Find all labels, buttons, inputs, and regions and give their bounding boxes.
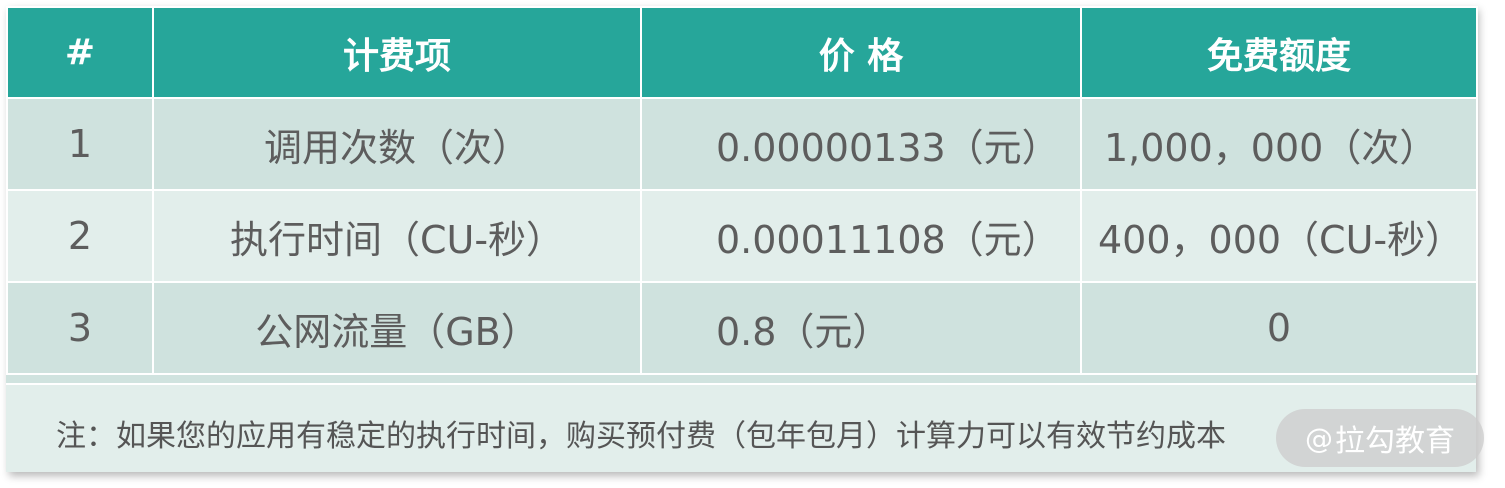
- free-quota-cell: 400，000（CU-秒）: [1080, 189, 1478, 283]
- table-row: 2 执行时间（CU-秒） 0.00011108（元） 400，000（CU-秒）: [6, 189, 1478, 283]
- header-price: 价 格: [640, 6, 1082, 99]
- watermark-text: 拉勾教育: [1335, 424, 1455, 459]
- row-number: 1: [6, 97, 154, 191]
- billing-item-cell: 执行时间（CU-秒）: [152, 189, 642, 283]
- billing-item-cell: 调用次数（次）: [152, 97, 642, 191]
- footnote-row: 注：如果您的应用有稳定的执行时间，购买预付费（包年包月）计算力可以有效节约成本: [6, 383, 1476, 472]
- billing-item-cell: 公网流量（GB）: [152, 281, 642, 375]
- price-cell: 0.8（元）: [640, 281, 1082, 375]
- header-billing-item: 计费项: [152, 6, 642, 99]
- row-number: 2: [6, 189, 154, 283]
- free-quota-cell: 0: [1080, 281, 1478, 375]
- free-quota-cell: 1,000，000（次）: [1080, 97, 1478, 191]
- table-row: 3 公网流量（GB） 0.8（元） 0: [6, 281, 1478, 375]
- header-free-quota: 免费额度: [1080, 6, 1478, 99]
- pricing-card: # 计费项 价 格 免费额度 1 调用次数（次） 0.00000133（元） 1…: [6, 6, 1478, 472]
- price-cell: 0.00011108（元）: [640, 189, 1082, 283]
- row-number: 3: [6, 281, 154, 375]
- watermark-badge: @ 拉勾教育: [1276, 409, 1484, 467]
- at-icon: @: [1305, 421, 1333, 455]
- price-cell: 0.00000133（元）: [640, 97, 1082, 191]
- header-number: #: [6, 6, 154, 99]
- table-header-row: # 计费项 价 格 免费额度: [6, 6, 1478, 99]
- pricing-table: # 计费项 价 格 免费额度 1 调用次数（次） 0.00000133（元） 1…: [6, 6, 1478, 375]
- footnote-text: 注：如果您的应用有稳定的执行时间，购买预付费（包年包月）计算力可以有效节约成本: [56, 419, 1226, 454]
- table-row: 1 调用次数（次） 0.00000133（元） 1,000，000（次）: [6, 97, 1478, 191]
